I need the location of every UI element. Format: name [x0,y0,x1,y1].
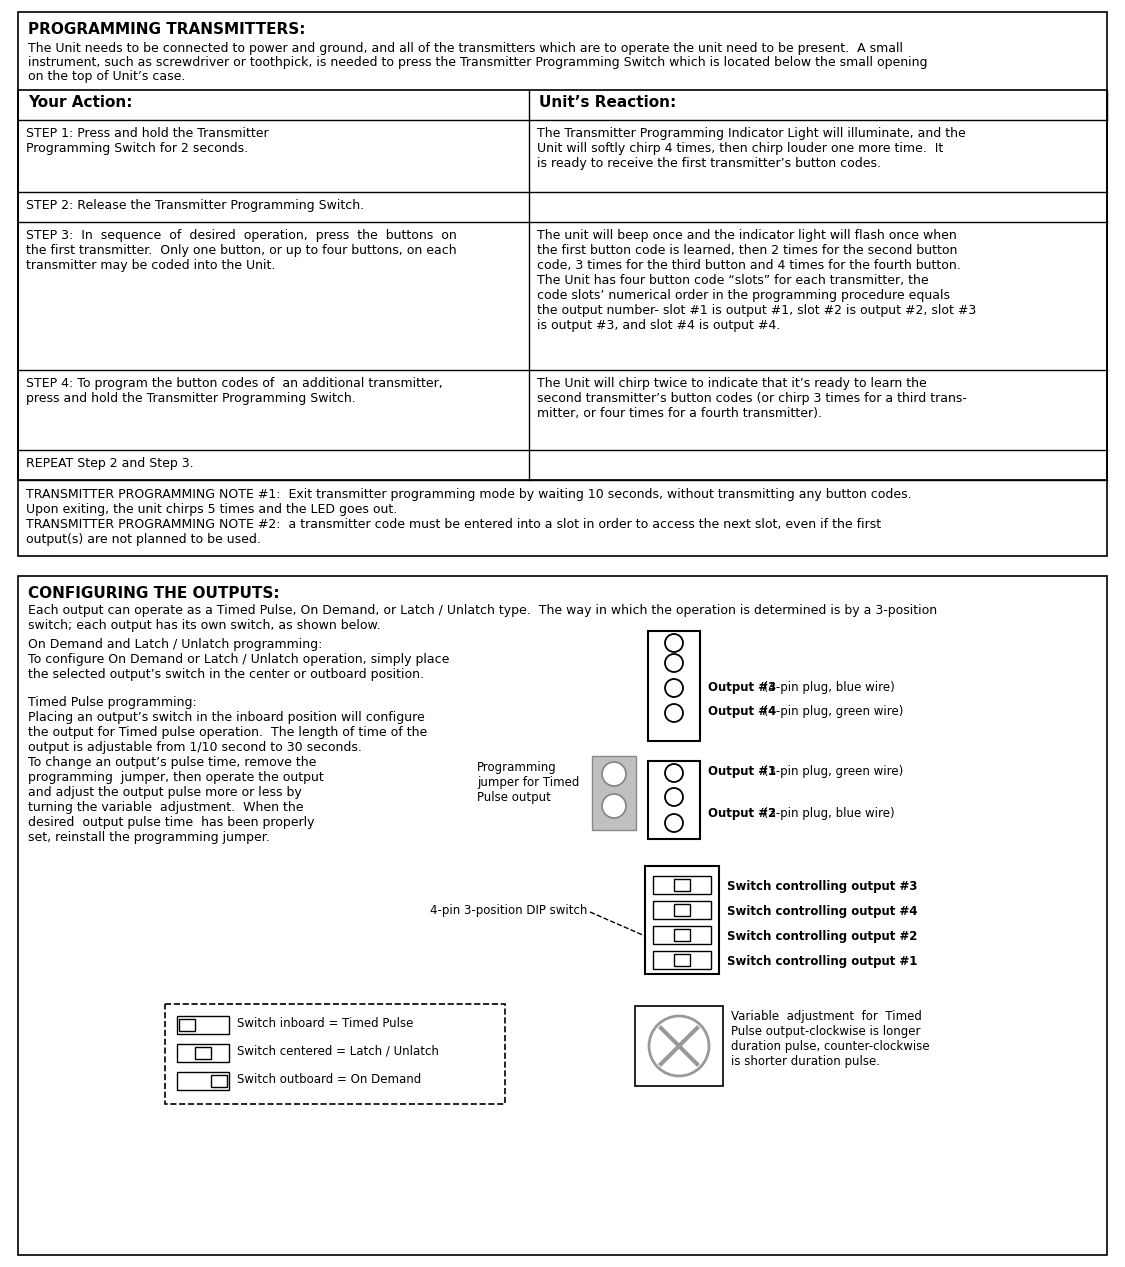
Text: TRANSMITTER PROGRAMMING NOTE #1:  Exit transmitter programming mode by waiting 1: TRANSMITTER PROGRAMMING NOTE #1: Exit tr… [26,488,911,546]
Circle shape [602,794,626,818]
Text: Switch controlling output #1: Switch controlling output #1 [727,955,917,968]
Text: (4-pin plug, blue wire): (4-pin plug, blue wire) [760,680,894,694]
Bar [177,1044,230,1062]
Bar [648,761,700,839]
Bar [165,1003,505,1104]
Bar [592,756,636,830]
Bar [195,1047,212,1059]
Circle shape [602,761,626,786]
Text: Unit’s Reaction:: Unit’s Reaction: [539,95,676,110]
Bar [177,1072,230,1090]
Text: Timed Pulse programming:
Placing an output’s switch in the inboard position will: Timed Pulse programming: Placing an outp… [28,696,428,844]
Text: CONFIGURING THE OUTPUTS:: CONFIGURING THE OUTPUTS: [28,587,280,601]
Bar [652,926,711,944]
Text: STEP 1: Press and hold the Transmitter
Programming Switch for 2 seconds.: STEP 1: Press and hold the Transmitter P… [26,127,269,155]
Bar [652,901,711,919]
Text: instrument, such as screwdriver or toothpick, is needed to press the Transmitter: instrument, such as screwdriver or tooth… [28,56,927,68]
Text: Each output can operate as a Timed Pulse, On Demand, or Latch / Unlatch type.  T: Each output can operate as a Timed Pulse… [28,604,937,632]
Text: Switch controlling output #3: Switch controlling output #3 [727,881,917,893]
Bar [645,867,719,974]
Text: Output #3: Output #3 [708,680,776,694]
Bar [212,1074,227,1087]
Text: On Demand and Latch / Unlatch programming:
To configure On Demand or Latch / Unl: On Demand and Latch / Unlatch programmin… [28,639,449,680]
Circle shape [665,704,683,722]
Bar [674,903,690,916]
Text: Switch centered = Latch / Unlatch: Switch centered = Latch / Unlatch [237,1045,439,1058]
Text: 4-pin 3-position DIP switch: 4-pin 3-position DIP switch [430,903,587,917]
Text: STEP 4: To program the button codes of  an additional transmitter,
press and hol: STEP 4: To program the button codes of a… [26,378,443,405]
Text: Output #1: Output #1 [708,765,776,778]
Text: Switch outboard = On Demand: Switch outboard = On Demand [237,1073,421,1086]
Bar [18,576,1107,1256]
Circle shape [665,679,683,697]
Text: Output #4: Output #4 [708,704,776,718]
Text: Programming
jumper for Timed
Pulse output: Programming jumper for Timed Pulse outpu… [477,761,579,805]
Bar [177,1016,230,1034]
Text: on the top of Unit’s case.: on the top of Unit’s case. [28,70,186,84]
Text: (3-pin plug, green wire): (3-pin plug, green wire) [760,765,903,778]
Bar [674,929,690,941]
Bar [18,11,1107,556]
Bar [648,631,700,741]
Bar [634,1006,723,1086]
Circle shape [665,788,683,806]
Text: STEP 2: Release the Transmitter Programming Switch.: STEP 2: Release the Transmitter Programm… [26,199,364,212]
Text: Switch controlling output #2: Switch controlling output #2 [727,930,917,943]
Bar [674,954,690,965]
Text: Switch controlling output #4: Switch controlling output #4 [727,905,918,919]
Text: The Unit needs to be connected to power and ground, and all of the transmitters : The Unit needs to be connected to power … [28,42,903,54]
Circle shape [665,654,683,672]
Circle shape [665,634,683,653]
Bar [18,90,1107,480]
Circle shape [665,813,683,832]
Text: (4-pin plug, green wire): (4-pin plug, green wire) [760,704,903,718]
Circle shape [665,764,683,782]
Text: REPEAT Step 2 and Step 3.: REPEAT Step 2 and Step 3. [26,457,194,470]
Text: The Unit will chirp twice to indicate that it’s ready to learn the
second transm: The Unit will chirp twice to indicate th… [537,378,966,419]
Text: Output #2: Output #2 [708,807,776,820]
Bar [18,90,1107,120]
Circle shape [649,1016,709,1076]
Text: PROGRAMMING TRANSMITTERS:: PROGRAMMING TRANSMITTERS: [28,22,306,37]
Text: (3-pin plug, blue wire): (3-pin plug, blue wire) [760,807,894,820]
Bar [674,879,690,891]
Text: The unit will beep once and the indicator light will flash once when
the first b: The unit will beep once and the indicato… [537,229,976,332]
Bar [652,952,711,969]
Text: The Transmitter Programming Indicator Light will illuminate, and the
Unit will s: The Transmitter Programming Indicator Li… [537,127,965,170]
Text: Switch inboard = Timed Pulse: Switch inboard = Timed Pulse [237,1017,413,1030]
Text: STEP 3:  In  sequence  of  desired  operation,  press  the  buttons  on
the firs: STEP 3: In sequence of desired operation… [26,229,457,272]
Bar [652,875,711,895]
Text: Your Action:: Your Action: [28,95,133,110]
Text: Variable  adjustment  for  Timed
Pulse output-clockwise is longer
duration pulse: Variable adjustment for Timed Pulse outp… [731,1010,929,1068]
Bar [179,1019,195,1031]
